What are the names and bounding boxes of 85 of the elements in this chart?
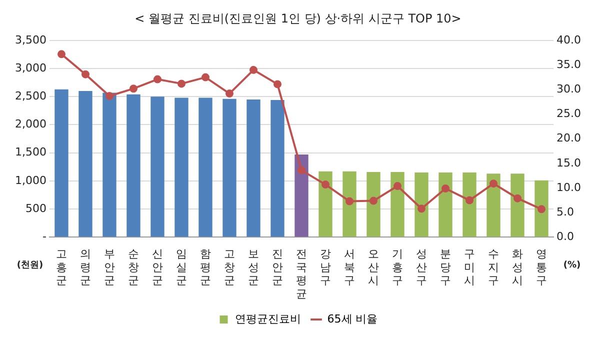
y-tick-label: 1,500 <box>14 146 46 159</box>
x-tick-label: 서북구 <box>344 248 355 288</box>
bar <box>438 172 452 237</box>
legend-label: 65세 비율 <box>327 312 378 326</box>
point <box>250 66 258 74</box>
bar <box>534 180 548 237</box>
y-tick-label: 2,000 <box>14 118 46 131</box>
bar <box>78 91 92 237</box>
x-tick-label: 구미시 <box>464 248 476 288</box>
y2-tick-label: 20.0 <box>556 132 582 145</box>
point <box>225 90 234 98</box>
bar <box>510 174 524 237</box>
bar <box>342 171 356 237</box>
y2-tick-label: 25.0 <box>556 107 582 120</box>
point <box>466 196 474 204</box>
bar <box>270 100 284 237</box>
bar <box>198 98 212 237</box>
y-tick-label: 500 <box>25 202 46 215</box>
x-tick-label: 보성군 <box>248 248 259 288</box>
x-tick-label: 분당구 <box>440 248 452 288</box>
x-tick-label: 화성시 <box>512 248 524 288</box>
bar <box>246 99 260 237</box>
x-tick-label: 신안군 <box>152 248 163 288</box>
x-tick-label: 고흥군 <box>56 248 67 288</box>
bar <box>462 172 476 237</box>
point <box>153 75 162 84</box>
bar <box>318 171 332 237</box>
point <box>538 205 546 214</box>
bar <box>366 172 380 237</box>
y-axis-title: (천원) <box>16 260 44 271</box>
x-tick-label: 임실군 <box>176 248 187 288</box>
point <box>57 50 66 58</box>
point <box>177 80 186 88</box>
y-tick-label: 3,000 <box>14 61 46 74</box>
point <box>81 70 90 78</box>
x-tick-label: 오산시 <box>368 248 379 288</box>
point <box>442 184 450 192</box>
x-tick-label: 함평군 <box>200 248 211 288</box>
x-tick-label: 기흥구 <box>392 248 404 288</box>
x-tick-label: 의령군 <box>80 248 91 288</box>
point <box>370 196 378 205</box>
point <box>129 84 138 93</box>
bar <box>150 96 164 237</box>
x-tick-label: 고창군 <box>224 248 235 288</box>
bar <box>174 98 188 237</box>
y-tick-label: - <box>42 230 47 244</box>
y2-tick-label: 30.0 <box>556 82 582 96</box>
y2-tick-label: 5.0 <box>556 205 574 218</box>
point <box>418 204 426 213</box>
point <box>274 80 282 88</box>
y2-tick-label: 10.0 <box>556 180 582 194</box>
x-tick-label: 부안군 <box>104 248 115 288</box>
x-tick-label: 강남구 <box>320 248 331 288</box>
x-tick-label: 영통구 <box>536 248 548 288</box>
x-tick-label: 성산구 <box>416 248 428 288</box>
x-tick-label: 진안군 <box>272 248 283 288</box>
y-tick-label: 3,500 <box>14 33 46 46</box>
y2-tick-label: 15.0 <box>556 156 582 170</box>
bar <box>126 94 140 237</box>
chart-title: < 월평균 진료비(진료인원 1인 당) 상·하위 시군구 TOP 10> <box>134 11 462 26</box>
y2-axis-title: (%) <box>563 260 581 271</box>
y-tick-label: 1,000 <box>14 174 46 187</box>
point <box>514 194 522 202</box>
y2-tick-label: 0.0 <box>556 230 574 244</box>
y-tick-label: 2,500 <box>14 89 46 102</box>
bar <box>222 98 236 237</box>
y2-tick-label: 35.0 <box>556 58 582 71</box>
point <box>490 180 498 188</box>
point <box>201 73 210 82</box>
point <box>346 197 354 206</box>
point <box>322 180 330 189</box>
legend-label: 연평균진료비 <box>234 312 301 326</box>
x-tick-label: 전국평균 <box>296 248 307 300</box>
y2-tick-label: 40.0 <box>556 33 582 46</box>
x-tick-label: 순창군 <box>128 248 139 288</box>
x-tick-label: 수지구 <box>488 248 500 288</box>
bar <box>294 154 308 237</box>
point <box>298 166 306 174</box>
bar <box>102 92 116 237</box>
bar <box>390 172 404 237</box>
bar <box>486 174 500 237</box>
bar <box>414 172 428 237</box>
point <box>105 92 114 100</box>
bar <box>54 89 68 237</box>
point <box>394 182 402 190</box>
